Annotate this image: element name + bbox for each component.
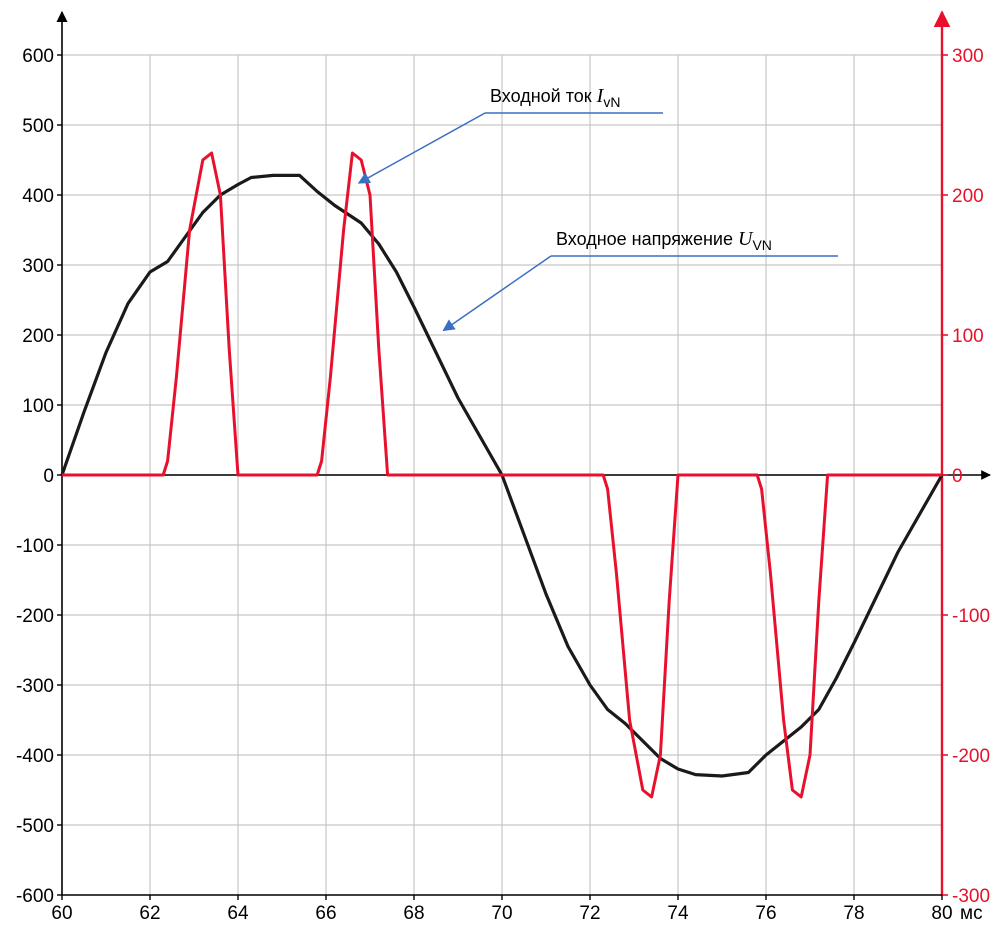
left-tick-label: -500 bbox=[16, 816, 54, 837]
right-tick-label: 200 bbox=[952, 186, 984, 207]
x-tick-label: 62 bbox=[139, 903, 160, 924]
grid bbox=[62, 54, 943, 895]
left-tick-label: -200 bbox=[16, 606, 54, 627]
left-tick-label: -600 bbox=[16, 886, 54, 907]
x-tick-label: 78 bbox=[843, 903, 864, 924]
x-tick-label: 66 bbox=[315, 903, 336, 924]
current-annotation-arrow bbox=[357, 112, 486, 184]
right-tick-label: -300 bbox=[952, 886, 990, 907]
right-tick-label: -100 bbox=[952, 606, 990, 627]
left-tick-label: -100 bbox=[16, 536, 54, 557]
left-tick-label: 300 bbox=[22, 256, 54, 277]
voltage-annotation-label: Входное напряжение UVN bbox=[556, 228, 772, 253]
left-tick-label: 100 bbox=[22, 396, 54, 417]
x-tick-label: 68 bbox=[403, 903, 424, 924]
left-tick-label: 200 bbox=[22, 326, 54, 347]
series-group bbox=[60, 151, 944, 799]
x-tick-label: 72 bbox=[579, 903, 600, 924]
tick-labels: 6005004003002001000-100-200-300-400-500-… bbox=[16, 46, 990, 924]
left-tick-label: 0 bbox=[43, 466, 54, 487]
current-annotation-label: Входной ток IvN bbox=[490, 85, 620, 110]
left-tick-label: 400 bbox=[22, 186, 54, 207]
x-tick-label: 74 bbox=[667, 903, 689, 924]
axes bbox=[56, 10, 991, 896]
x-tick-label: 64 bbox=[227, 903, 249, 924]
x-tick-label: 80 bbox=[931, 903, 952, 924]
right-tick-label: 100 bbox=[952, 326, 984, 347]
left-tick-label: -400 bbox=[16, 746, 54, 767]
x-unit-label: мс bbox=[960, 903, 983, 924]
annotations: Входной ток IvN Входное напряжение UVN bbox=[357, 85, 838, 332]
left-tick-label: -300 bbox=[16, 676, 54, 697]
current-line bbox=[62, 151, 942, 799]
x-tick-label: 60 bbox=[51, 903, 72, 924]
x-tick-label: 70 bbox=[491, 903, 512, 924]
left-tick-label: 600 bbox=[22, 46, 54, 67]
right-tick-label: 300 bbox=[952, 46, 984, 67]
voltage-annotation-arrow bbox=[442, 255, 552, 332]
left-tick-label: 500 bbox=[22, 116, 54, 137]
x-tick-label: 76 bbox=[755, 903, 776, 924]
right-tick-label: -200 bbox=[952, 746, 990, 767]
right-tick-label: 0 bbox=[952, 466, 963, 487]
